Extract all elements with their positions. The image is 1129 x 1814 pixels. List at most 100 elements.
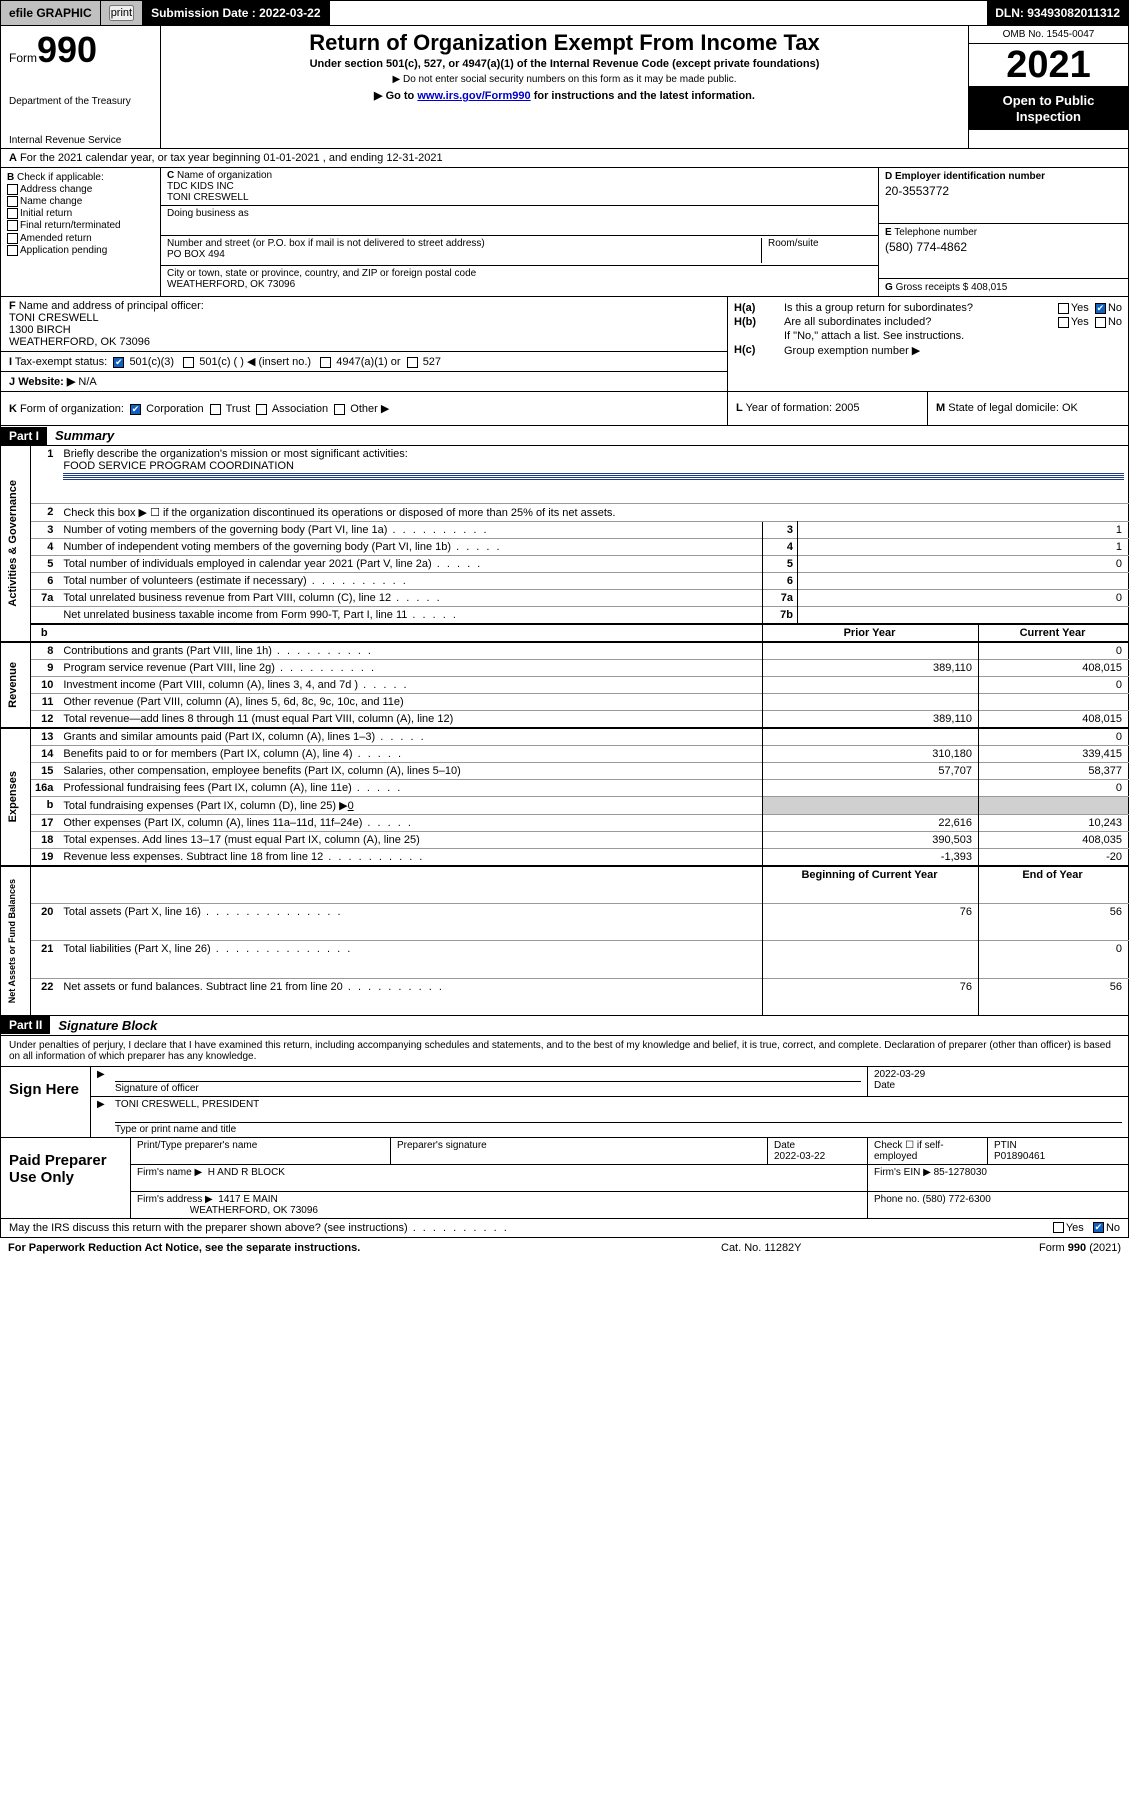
box-7b: 7b <box>762 606 797 624</box>
box-6: 6 <box>762 572 797 589</box>
cb-501c3[interactable] <box>113 357 124 368</box>
arrow-icon: ▶ <box>91 1067 109 1096</box>
discuss-yn: Yes No <box>960 1222 1120 1234</box>
c18: 408,035 <box>979 831 1129 848</box>
k-cell: K Form of organization: Corporation Trus… <box>1 392 728 425</box>
val-7b <box>797 606 1128 624</box>
top-bar: efile GRAPHIC print Submission Date : 20… <box>0 0 1129 26</box>
column-d: D Employer identification number 20-3553… <box>878 168 1128 296</box>
val-5: 0 <box>797 555 1128 572</box>
hb-no[interactable] <box>1095 317 1106 328</box>
perjury-note: Under penalties of perjury, I declare th… <box>0 1036 1129 1067</box>
form-word: Form <box>9 51 37 65</box>
m-text: State of legal domicile: OK <box>948 402 1078 414</box>
hb-text: Are all subordinates included? <box>784 316 1002 328</box>
cb-application-pending[interactable]: Application pending <box>7 245 154 256</box>
gross-label: Gross receipts $ <box>896 282 969 293</box>
cb-527[interactable] <box>407 357 418 368</box>
page-footer: For Paperwork Reduction Act Notice, see … <box>0 1238 1129 1258</box>
col-beginning: Beginning of Current Year <box>762 866 978 904</box>
cb-amended-return[interactable]: Amended return <box>7 233 154 244</box>
m-cell: M State of legal domicile: OK <box>928 392 1128 425</box>
goto-suffix: for instructions and the latest informat… <box>531 90 755 102</box>
phone-label: Phone no. <box>874 1194 920 1205</box>
ha-no[interactable] <box>1095 303 1106 314</box>
tax-year: 2021 <box>969 44 1128 87</box>
tax-status-row: I Tax-exempt status: 501(c)(3) 501(c) ( … <box>1 352 727 372</box>
cb-501c[interactable] <box>183 357 194 368</box>
irs-link[interactable]: www.irs.gov/Form990 <box>417 90 530 102</box>
c-label: C <box>167 170 174 181</box>
part1-title: Summary <box>47 426 122 445</box>
part1-label: Part I <box>1 427 47 445</box>
telephone-row: E Telephone number (580) 774-4862 <box>879 224 1128 280</box>
fh-block: F Name and address of principal officer:… <box>0 297 1129 392</box>
website-row: J Website: ▶ N/A <box>1 372 727 391</box>
line11-text: Other revenue (Part VIII, column (A), li… <box>59 693 762 710</box>
firm-ein-cell: Firm's EIN ▶ 85-1278030 <box>868 1165 1128 1191</box>
cat-number: Cat. No. 11282Y <box>721 1242 921 1254</box>
ln-2: 2 <box>31 503 60 521</box>
cb-assoc[interactable] <box>256 404 267 415</box>
c19: -20 <box>979 848 1129 866</box>
p13 <box>762 728 978 746</box>
officer-addr1: 1300 BIRCH <box>9 324 71 336</box>
addr-label: Number and street (or P.O. box if mail i… <box>167 238 485 249</box>
sig-date-label: Date <box>874 1080 1122 1091</box>
cb-address-change[interactable]: Address change <box>7 184 154 195</box>
prep-name-cell: Print/Type preparer's name <box>131 1138 391 1164</box>
officer-label: Name and address of principal officer: <box>19 300 204 312</box>
omb-number: OMB No. 1545-0047 <box>969 26 1128 44</box>
hb-yes[interactable] <box>1058 317 1069 328</box>
discuss-no[interactable] <box>1093 1222 1104 1233</box>
arrow-icon: ▶ <box>91 1097 109 1137</box>
line7b-text: Net unrelated business taxable income fr… <box>63 609 458 621</box>
p19: -1,393 <box>762 848 978 866</box>
org-name-2: TONI CRESWELL <box>167 192 249 203</box>
c17: 10,243 <box>979 814 1129 831</box>
officer-date-cell: 2022-03-29 Date <box>868 1067 1128 1096</box>
header-left: Form990 Department of the Treasury Inter… <box>1 26 161 148</box>
cb-other[interactable] <box>334 404 345 415</box>
p18: 390,503 <box>762 831 978 848</box>
line16a-text: Professional fundraising fees (Part IX, … <box>63 782 402 794</box>
entity-block: B Check if applicable: Address change Na… <box>0 168 1129 297</box>
c8: 0 <box>979 642 1129 660</box>
c15: 58,377 <box>979 762 1129 779</box>
type-name-label: Type or print name and title <box>115 1122 1122 1135</box>
hb-yn: Yes No <box>1002 316 1122 328</box>
city-row: City or town, state or province, country… <box>161 266 878 296</box>
e-label: E <box>885 227 892 238</box>
i-label: I <box>9 356 12 368</box>
topbar-spacer <box>330 1 988 25</box>
cb-corp[interactable] <box>130 404 141 415</box>
a-text: For the 2021 calendar year, or tax year … <box>20 152 443 164</box>
line16b-text: Total fundraising expenses (Part IX, col… <box>59 796 762 814</box>
tel-value: (580) 774-4862 <box>885 240 1122 254</box>
discuss-yes[interactable] <box>1053 1222 1064 1233</box>
hc-text: Group exemption number ▶ <box>784 344 1122 357</box>
sign-here-block: Sign Here ▶ Signature of officer 2022-03… <box>0 1067 1129 1138</box>
line15-text: Salaries, other compensation, employee b… <box>59 762 762 779</box>
ln-1: 1 <box>31 446 60 483</box>
part2-title: Signature Block <box>50 1016 165 1035</box>
box-4: 4 <box>762 538 797 555</box>
cb-name-change[interactable]: Name change <box>7 196 154 207</box>
cb-initial-return[interactable]: Initial return <box>7 208 154 219</box>
ptin-value: P01890461 <box>994 1151 1045 1162</box>
box-7a: 7a <box>762 589 797 606</box>
ln-15: 15 <box>31 762 60 779</box>
c10: 0 <box>979 676 1129 693</box>
ln-3: 3 <box>31 521 60 538</box>
f-label: F <box>9 300 16 312</box>
gross-value: 408,015 <box>971 282 1007 293</box>
cb-final-return[interactable]: Final return/terminated <box>7 220 154 231</box>
open-inspection: Open to Public Inspection <box>969 87 1128 130</box>
cb-4947[interactable] <box>320 357 331 368</box>
cb-trust[interactable] <box>210 404 221 415</box>
line17-text: Other expenses (Part IX, column (A), lin… <box>63 817 413 829</box>
p11 <box>762 693 978 710</box>
print-button[interactable]: print <box>109 5 134 21</box>
ha-yes[interactable] <box>1058 303 1069 314</box>
l-label: L <box>736 402 743 414</box>
